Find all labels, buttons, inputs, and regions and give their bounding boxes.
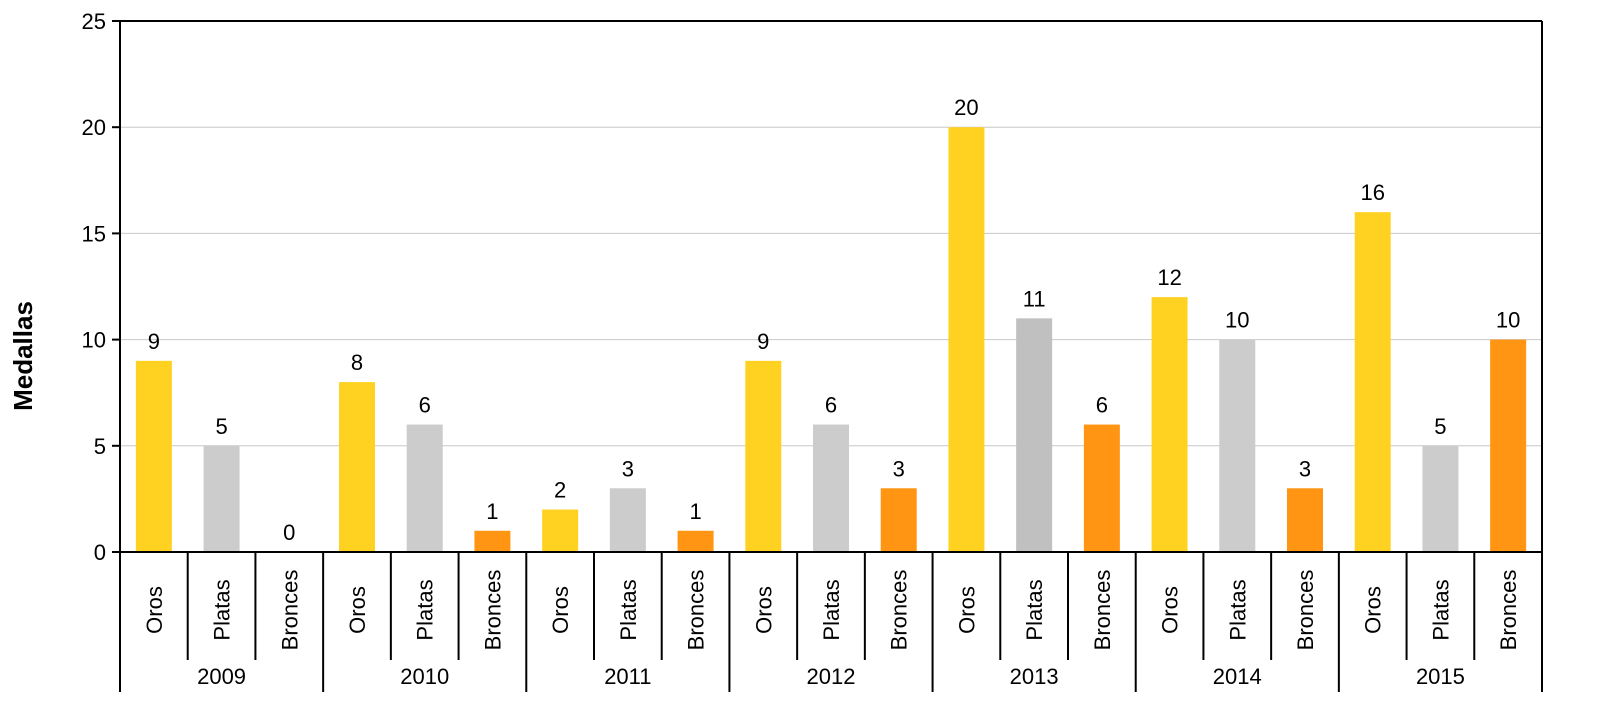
bar-2013-platas xyxy=(1016,318,1053,552)
x-category-label: Bronces xyxy=(277,570,302,651)
bar-2014-platas xyxy=(1219,339,1256,552)
data-label: 11 xyxy=(1023,286,1046,311)
bar-2011-platas xyxy=(609,488,646,552)
axes xyxy=(112,20,1543,692)
x-category-label: Bronces xyxy=(1293,570,1318,651)
data-label: 0 xyxy=(283,520,295,545)
x-category-label: Oros xyxy=(954,586,979,634)
bar-2014-oros xyxy=(1151,297,1188,552)
x-group-labels: 2009 2010 2011 2012 2013 2014 2015 xyxy=(197,664,1465,689)
y-axis-title: Medallas xyxy=(8,301,38,411)
x-category-label: Platas xyxy=(1428,579,1453,640)
y-tick-label: 25 xyxy=(82,9,106,34)
x-group-label: 2015 xyxy=(1416,664,1465,689)
bar-2015-platas xyxy=(1422,445,1459,552)
x-category-label: Oros xyxy=(142,586,167,634)
y-tick-label: 0 xyxy=(94,540,106,565)
bar-2009-platas xyxy=(203,445,240,552)
bar-2012-platas xyxy=(813,424,849,552)
data-label: 2 xyxy=(554,478,566,503)
x-category-label: Platas xyxy=(210,579,235,640)
data-label: 8 xyxy=(351,350,363,375)
bar-2012-oros xyxy=(745,360,782,552)
y-tick-labels: 0 5 10 15 20 25 xyxy=(82,9,106,565)
data-label: 6 xyxy=(825,393,837,418)
data-label: 9 xyxy=(148,329,160,354)
x-category-label: Oros xyxy=(1361,586,1386,634)
x-group-label: 2012 xyxy=(807,664,856,689)
data-label: 6 xyxy=(419,393,431,418)
x-category-label: Platas xyxy=(1225,579,1250,640)
x-category-label: Oros xyxy=(1158,586,1183,634)
gridlines xyxy=(120,20,1542,447)
bar-2009-oros xyxy=(135,360,172,552)
x-category-label: Platas xyxy=(819,579,844,640)
x-category-label: Bronces xyxy=(1090,570,1115,651)
bars xyxy=(135,127,1527,552)
x-category-label: Bronces xyxy=(684,570,709,651)
x-category-label: Bronces xyxy=(887,570,912,651)
x-category-label: Platas xyxy=(616,579,641,640)
bar-2011-oros xyxy=(542,509,579,552)
data-label: 5 xyxy=(1434,414,1446,439)
data-label: 10 xyxy=(1225,308,1249,333)
data-label: 12 xyxy=(1157,265,1181,290)
bar-2015-oros xyxy=(1354,212,1391,552)
x-category-label: Bronces xyxy=(480,570,505,651)
data-label: 3 xyxy=(622,456,634,481)
y-tick-label: 20 xyxy=(82,115,106,140)
x-category-label: Oros xyxy=(548,586,573,634)
x-category-label: Platas xyxy=(413,579,438,640)
bar-2013-oros xyxy=(948,127,985,552)
data-label: 20 xyxy=(954,95,978,120)
bar-2012-bronces xyxy=(880,488,917,552)
bar-2010-platas xyxy=(406,424,443,552)
data-label: 3 xyxy=(893,456,905,481)
x-category-label: Bronces xyxy=(1496,570,1521,651)
data-label: 6 xyxy=(1096,393,1108,418)
data-label: 5 xyxy=(215,414,227,439)
y-tick-label: 15 xyxy=(82,221,106,246)
data-label: 1 xyxy=(486,499,498,524)
bar-2015-bronces xyxy=(1490,339,1527,552)
data-label: 3 xyxy=(1299,456,1311,481)
bar-2014-bronces xyxy=(1287,488,1323,552)
bar-2010-bronces xyxy=(474,530,511,552)
x-category-label: Oros xyxy=(345,586,370,634)
data-label: 1 xyxy=(689,499,701,524)
data-label: 10 xyxy=(1496,308,1520,333)
x-group-label: 2014 xyxy=(1213,664,1262,689)
y-tick-label: 10 xyxy=(82,328,106,353)
x-group-label: 2010 xyxy=(400,664,449,689)
y-tick-label: 5 xyxy=(94,434,106,459)
x-group-label: 2009 xyxy=(197,664,246,689)
x-group-label: 2011 xyxy=(604,664,651,689)
x-category-labels: Oros Platas Bronces Oros Platas Bronces Oros Pl… xyxy=(142,570,1521,651)
x-group-label: 2013 xyxy=(1010,664,1059,689)
x-category-label: Platas xyxy=(1022,579,1047,640)
x-category-label: Oros xyxy=(751,586,776,634)
data-label: 9 xyxy=(757,329,769,354)
bar-2010-oros xyxy=(339,382,375,552)
bar-2013-bronces xyxy=(1083,424,1120,552)
data-label: 16 xyxy=(1360,180,1384,205)
bar-2011-bronces xyxy=(677,530,714,552)
